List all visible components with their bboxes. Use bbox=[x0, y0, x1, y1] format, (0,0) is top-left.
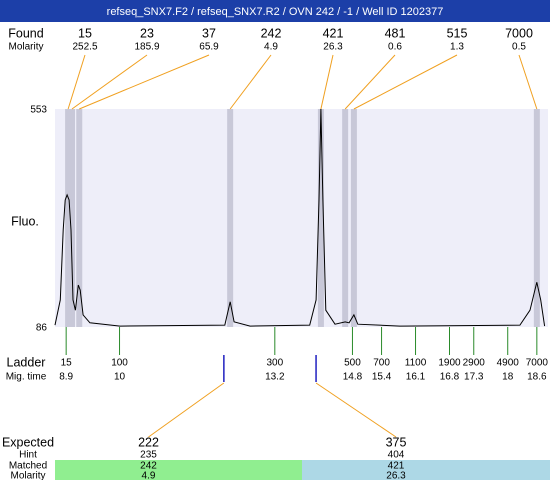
fluo-label: Fluo. bbox=[11, 214, 39, 228]
expected-molarity: 26.3 bbox=[386, 471, 406, 480]
peak-connector bbox=[344, 54, 396, 110]
plot-area bbox=[55, 109, 548, 327]
ladder-time: 14.8 bbox=[343, 372, 363, 383]
found-molarity: 4.9 bbox=[264, 42, 278, 53]
peak-band bbox=[65, 109, 72, 327]
found-molarity: 26.3 bbox=[323, 42, 343, 53]
peak-connector bbox=[353, 54, 458, 110]
peak-band bbox=[342, 109, 349, 327]
found-size: 421 bbox=[323, 26, 344, 40]
ladder-label: Ladder bbox=[7, 355, 46, 369]
ladder-size: 7000 bbox=[526, 358, 549, 369]
ladder-time: 17.3 bbox=[464, 372, 484, 383]
found-size: 23 bbox=[140, 26, 154, 40]
found-size: 37 bbox=[202, 26, 216, 40]
found-molarity: 252.5 bbox=[72, 42, 97, 53]
found-molarity: 185.9 bbox=[134, 42, 159, 53]
y-tick-label: 553 bbox=[30, 105, 47, 116]
expected-connector bbox=[315, 382, 397, 438]
ladder-size: 300 bbox=[266, 358, 283, 369]
expected-connector bbox=[148, 382, 225, 438]
peak-band bbox=[317, 109, 324, 327]
ladder-time: 8.9 bbox=[59, 372, 73, 383]
peak-band bbox=[350, 109, 357, 327]
peak-band bbox=[76, 109, 83, 327]
ladder-time: 15.4 bbox=[372, 372, 392, 383]
peak-connector bbox=[67, 54, 86, 110]
title: refseq_SNX7.F2 / refseq_SNX7.R2 / OVN 24… bbox=[107, 6, 444, 18]
ladder-size: 2900 bbox=[463, 358, 486, 369]
expected-hint: 404 bbox=[388, 450, 405, 461]
peak-connector bbox=[518, 54, 538, 110]
ladder-size: 100 bbox=[111, 358, 128, 369]
expected-label: Expected bbox=[2, 435, 54, 449]
found-size: 515 bbox=[447, 26, 468, 40]
title-bar bbox=[0, 0, 550, 22]
found-molarity: 0.6 bbox=[388, 42, 402, 53]
ladder-size: 4900 bbox=[497, 358, 520, 369]
found-label: Found bbox=[8, 26, 43, 40]
matched-label: Matched bbox=[9, 461, 47, 472]
expected-matched: 242 bbox=[140, 461, 157, 472]
molarity-label: Molarity bbox=[8, 42, 43, 53]
ladder-size: 15 bbox=[61, 358, 73, 369]
peak-band bbox=[68, 109, 75, 327]
expected-size: 222 bbox=[138, 435, 159, 449]
ladder-time: 16.1 bbox=[406, 372, 426, 383]
ladder-size: 1100 bbox=[405, 358, 427, 369]
found-molarity: 65.9 bbox=[199, 42, 219, 53]
peak-band bbox=[533, 109, 540, 327]
y-tick-label: 86 bbox=[36, 323, 48, 334]
found-size: 242 bbox=[261, 26, 282, 40]
found-size: 481 bbox=[385, 26, 406, 40]
peak-connector bbox=[71, 54, 148, 110]
trace-line bbox=[54, 108, 546, 327]
expected-molarity: 4.9 bbox=[142, 471, 156, 480]
ladder-time: 10 bbox=[114, 372, 126, 383]
ladder-time: 18 bbox=[502, 372, 514, 383]
expected-hint: 235 bbox=[140, 450, 157, 461]
peak-band bbox=[227, 109, 234, 327]
matched-band bbox=[302, 460, 550, 480]
peak-connector bbox=[79, 54, 210, 110]
found-molarity: 0.5 bbox=[512, 42, 526, 53]
ladder-time: 16.8 bbox=[440, 372, 460, 383]
found-size: 7000 bbox=[505, 26, 533, 40]
found-molarity: 1.3 bbox=[450, 42, 464, 53]
ladder-time: 13.2 bbox=[265, 372, 285, 383]
matched-band bbox=[55, 460, 302, 480]
hint-label: Hint bbox=[19, 450, 37, 461]
ladder-size: 500 bbox=[344, 358, 361, 369]
ladder-size: 1900 bbox=[438, 358, 461, 369]
found-size: 15 bbox=[78, 26, 92, 40]
peak-connector bbox=[229, 54, 272, 110]
expected-matched: 421 bbox=[388, 461, 405, 472]
ladder-size: 700 bbox=[373, 358, 390, 369]
molarity2-label: Molarity bbox=[10, 471, 45, 480]
mig-time-label: Mig. time bbox=[6, 372, 47, 383]
ladder-time: 18.6 bbox=[527, 372, 547, 383]
expected-size: 375 bbox=[386, 435, 407, 449]
peak-connector bbox=[320, 54, 334, 110]
